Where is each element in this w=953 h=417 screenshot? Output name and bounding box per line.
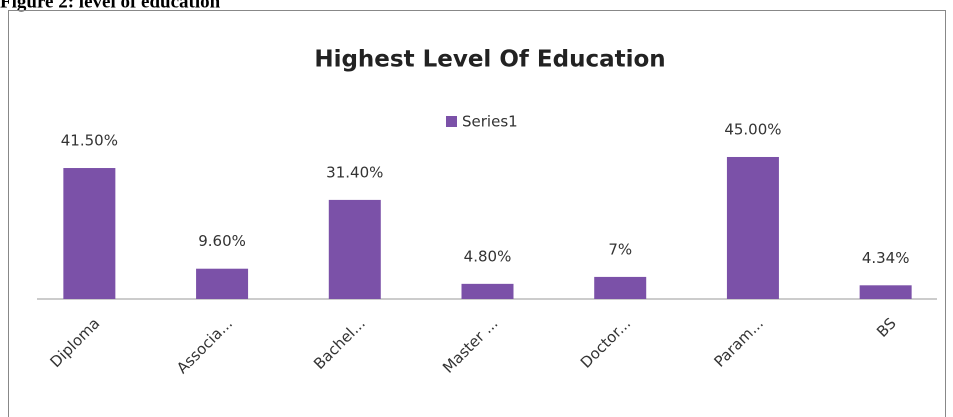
x-tick-label: Doctor... bbox=[577, 314, 634, 371]
data-label: 4.80% bbox=[464, 247, 512, 265]
bar bbox=[594, 276, 647, 299]
chart-title: Highest Level Of Education bbox=[314, 47, 665, 73]
data-label: 31.40% bbox=[326, 163, 383, 181]
data-label: 41.50% bbox=[61, 132, 118, 150]
x-tick-label: Master ... bbox=[439, 314, 501, 376]
bar bbox=[859, 285, 912, 299]
legend-label: Series1 bbox=[462, 113, 518, 131]
bar bbox=[328, 199, 381, 299]
bar bbox=[196, 268, 249, 299]
chart-frame bbox=[8, 10, 946, 417]
x-tick-label: BS bbox=[873, 314, 900, 341]
data-label: 7% bbox=[608, 240, 632, 258]
bar bbox=[63, 168, 116, 299]
data-label: 4.34% bbox=[862, 249, 910, 267]
x-tick-label: Diploma bbox=[47, 314, 104, 371]
x-tick-label: Param... bbox=[710, 314, 766, 370]
bar bbox=[726, 156, 779, 299]
figure-caption: Figure 2: level of education bbox=[0, 0, 221, 12]
x-tick-label: Associa... bbox=[173, 314, 236, 377]
x-tick-label: Bachel... bbox=[310, 314, 369, 373]
data-label: 45.00% bbox=[724, 120, 781, 138]
legend-swatch bbox=[446, 116, 457, 127]
bar bbox=[461, 283, 514, 299]
data-label: 9.60% bbox=[198, 232, 246, 250]
